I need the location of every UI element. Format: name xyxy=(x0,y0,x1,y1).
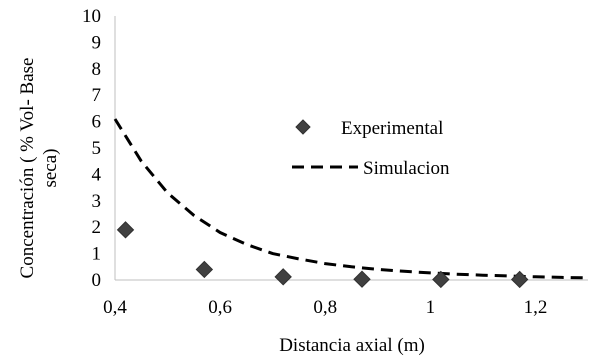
y-axis-title-line2: seca) xyxy=(40,148,61,187)
y-tick-label: 6 xyxy=(92,112,102,133)
y-tick-label: 4 xyxy=(92,164,102,185)
y-tick-label: 1 xyxy=(92,244,102,265)
experimental-point xyxy=(195,260,214,279)
x-tick-label: 0,6 xyxy=(208,297,232,318)
legend-experimental-marker xyxy=(295,119,311,135)
experimental-point xyxy=(353,270,371,288)
experimental-point xyxy=(510,270,529,289)
y-tick-label: 0 xyxy=(92,270,102,291)
legend-simulacion-label: Simulacion xyxy=(363,158,450,179)
y-tick-label: 8 xyxy=(92,59,102,80)
legend: Experimental Simulacion xyxy=(292,118,450,179)
experimental-point xyxy=(116,221,135,239)
x-tick-labels: 0,4 0,6 0,8 1 1,2 xyxy=(103,297,547,318)
y-tick-label: 9 xyxy=(92,32,102,53)
y-axis-title-line1: Concentración ( % Vol- Base xyxy=(17,58,38,279)
legend-experimental-label: Experimental xyxy=(341,118,443,139)
experimental-point xyxy=(432,270,450,289)
experimental-points xyxy=(116,221,529,289)
x-tick-label: 0,8 xyxy=(313,297,337,318)
y-tick-labels: 0 1 2 3 4 5 6 7 8 9 10 xyxy=(82,6,102,291)
y-tick-label: 7 xyxy=(92,85,102,106)
y-tick-label: 2 xyxy=(92,217,102,238)
x-tick-label: 1 xyxy=(426,297,436,318)
simulacion-line xyxy=(113,118,589,280)
experimental-point xyxy=(274,268,292,286)
y-tick-label: 10 xyxy=(82,6,101,27)
x-axis-title: Distancia axial (m) xyxy=(279,335,425,356)
x-tick-label: 1,2 xyxy=(524,297,548,318)
y-tick-label: 3 xyxy=(92,191,102,212)
y-axis-title: Concentración ( % Vol- Base seca) xyxy=(17,58,61,279)
axes xyxy=(114,16,588,281)
x-tick-label: 0,4 xyxy=(103,297,127,318)
y-tick-label: 5 xyxy=(92,138,102,159)
